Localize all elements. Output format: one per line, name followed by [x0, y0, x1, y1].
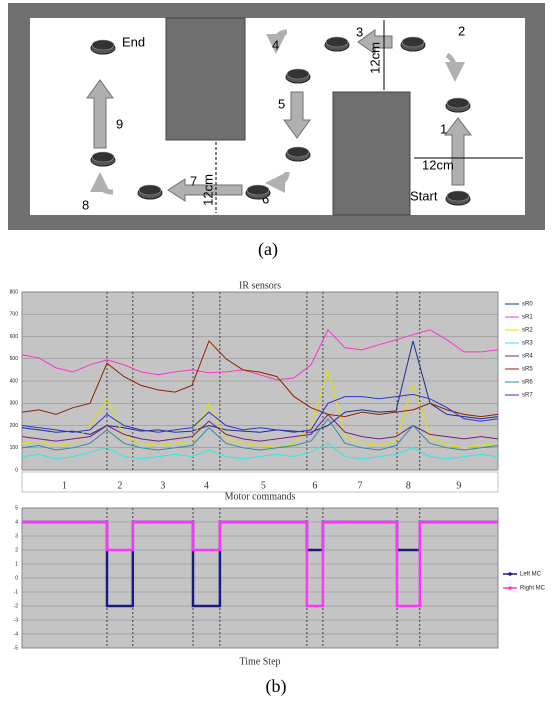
robot-top — [139, 185, 161, 195]
distance-label: 12cm — [367, 42, 382, 74]
robot-top — [287, 147, 309, 157]
y-tick-label: 5 — [15, 505, 18, 511]
robot-top — [447, 98, 469, 108]
robot-top — [92, 40, 114, 50]
y-tick-label: 3 — [15, 533, 18, 539]
y-tick-label: 0 — [15, 467, 18, 473]
robot-top — [326, 37, 348, 47]
step-label: 9 — [116, 116, 123, 131]
legend-marker — [508, 572, 512, 576]
legend-label: sR1 — [522, 315, 533, 321]
robot-top — [447, 191, 469, 201]
legend-label: sR7 — [522, 393, 533, 399]
segment-label: 4 — [204, 480, 209, 491]
distance-label: 12cm — [422, 157, 454, 172]
legend-label: sR0 — [522, 302, 533, 308]
robot-top — [402, 37, 424, 47]
x-axis-label: Time Step — [239, 656, 280, 667]
legend-label: Left MC — [520, 572, 542, 578]
segment-label: 5 — [261, 480, 266, 491]
y-tick-label: -5 — [14, 645, 19, 651]
segment-label: 2 — [117, 480, 122, 491]
robot-top — [92, 152, 114, 162]
y-tick-label: 700 — [10, 312, 19, 318]
segment-label: 1 — [62, 480, 67, 491]
y-tick-label: -3 — [14, 617, 19, 623]
step-label: 8 — [82, 197, 89, 212]
segment-label: 3 — [160, 480, 165, 491]
chart-title: Motor commands — [225, 491, 296, 502]
segment-label: 8 — [406, 480, 411, 491]
y-tick-label: 400 — [10, 378, 19, 384]
y-tick-label: 500 — [10, 356, 19, 362]
step-label: 7 — [190, 173, 197, 188]
figure: 1 2 3 4 5 6 7 8 9 Start End 12cm 12cm 12… — [0, 0, 553, 702]
obstacle — [166, 18, 245, 140]
step-label: 5 — [278, 96, 285, 111]
step-label: 2 — [458, 23, 465, 38]
segment-label: 7 — [357, 480, 362, 491]
legend-label: sR3 — [522, 341, 533, 347]
legend-marker — [508, 586, 512, 590]
step-label: 3 — [356, 24, 363, 39]
y-tick-label: 300 — [10, 401, 19, 407]
chart-title: IR sensors — [239, 280, 281, 291]
y-tick-label: 4 — [15, 519, 18, 525]
legend-label: Right MC — [520, 586, 546, 592]
segment-label: 9 — [456, 480, 461, 491]
caption: (a) — [258, 239, 278, 260]
arena-diagram: 1 2 3 4 5 6 7 8 9 Start End 12cm 12cm 12… — [8, 3, 545, 230]
y-tick-label: -4 — [14, 631, 19, 637]
robot-top — [247, 185, 269, 195]
legend-label: sR6 — [522, 380, 533, 386]
end-label: End — [122, 34, 145, 49]
start-label: Start — [410, 188, 438, 203]
y-tick-label: -2 — [14, 603, 19, 609]
robot-top — [287, 69, 309, 79]
y-tick-label: 2 — [15, 547, 18, 553]
y-tick-label: 1 — [15, 561, 18, 567]
y-tick-label: 200 — [10, 423, 19, 429]
legend-label: sR2 — [522, 328, 533, 334]
distance-label: 12cm — [200, 174, 215, 206]
caption: (b) — [266, 676, 287, 697]
step-label: 4 — [272, 37, 279, 52]
legend-label: sR5 — [522, 367, 533, 373]
y-tick-label: 600 — [10, 334, 19, 340]
y-tick-label: 800 — [10, 289, 19, 295]
segment-label: 6 — [312, 480, 317, 491]
legend-label: sR4 — [522, 354, 533, 360]
obstacle — [333, 92, 410, 215]
y-tick-label: 0 — [15, 575, 18, 581]
y-tick-label: 100 — [10, 445, 19, 451]
step-label: 1 — [440, 121, 447, 136]
y-tick-label: -1 — [14, 589, 19, 595]
